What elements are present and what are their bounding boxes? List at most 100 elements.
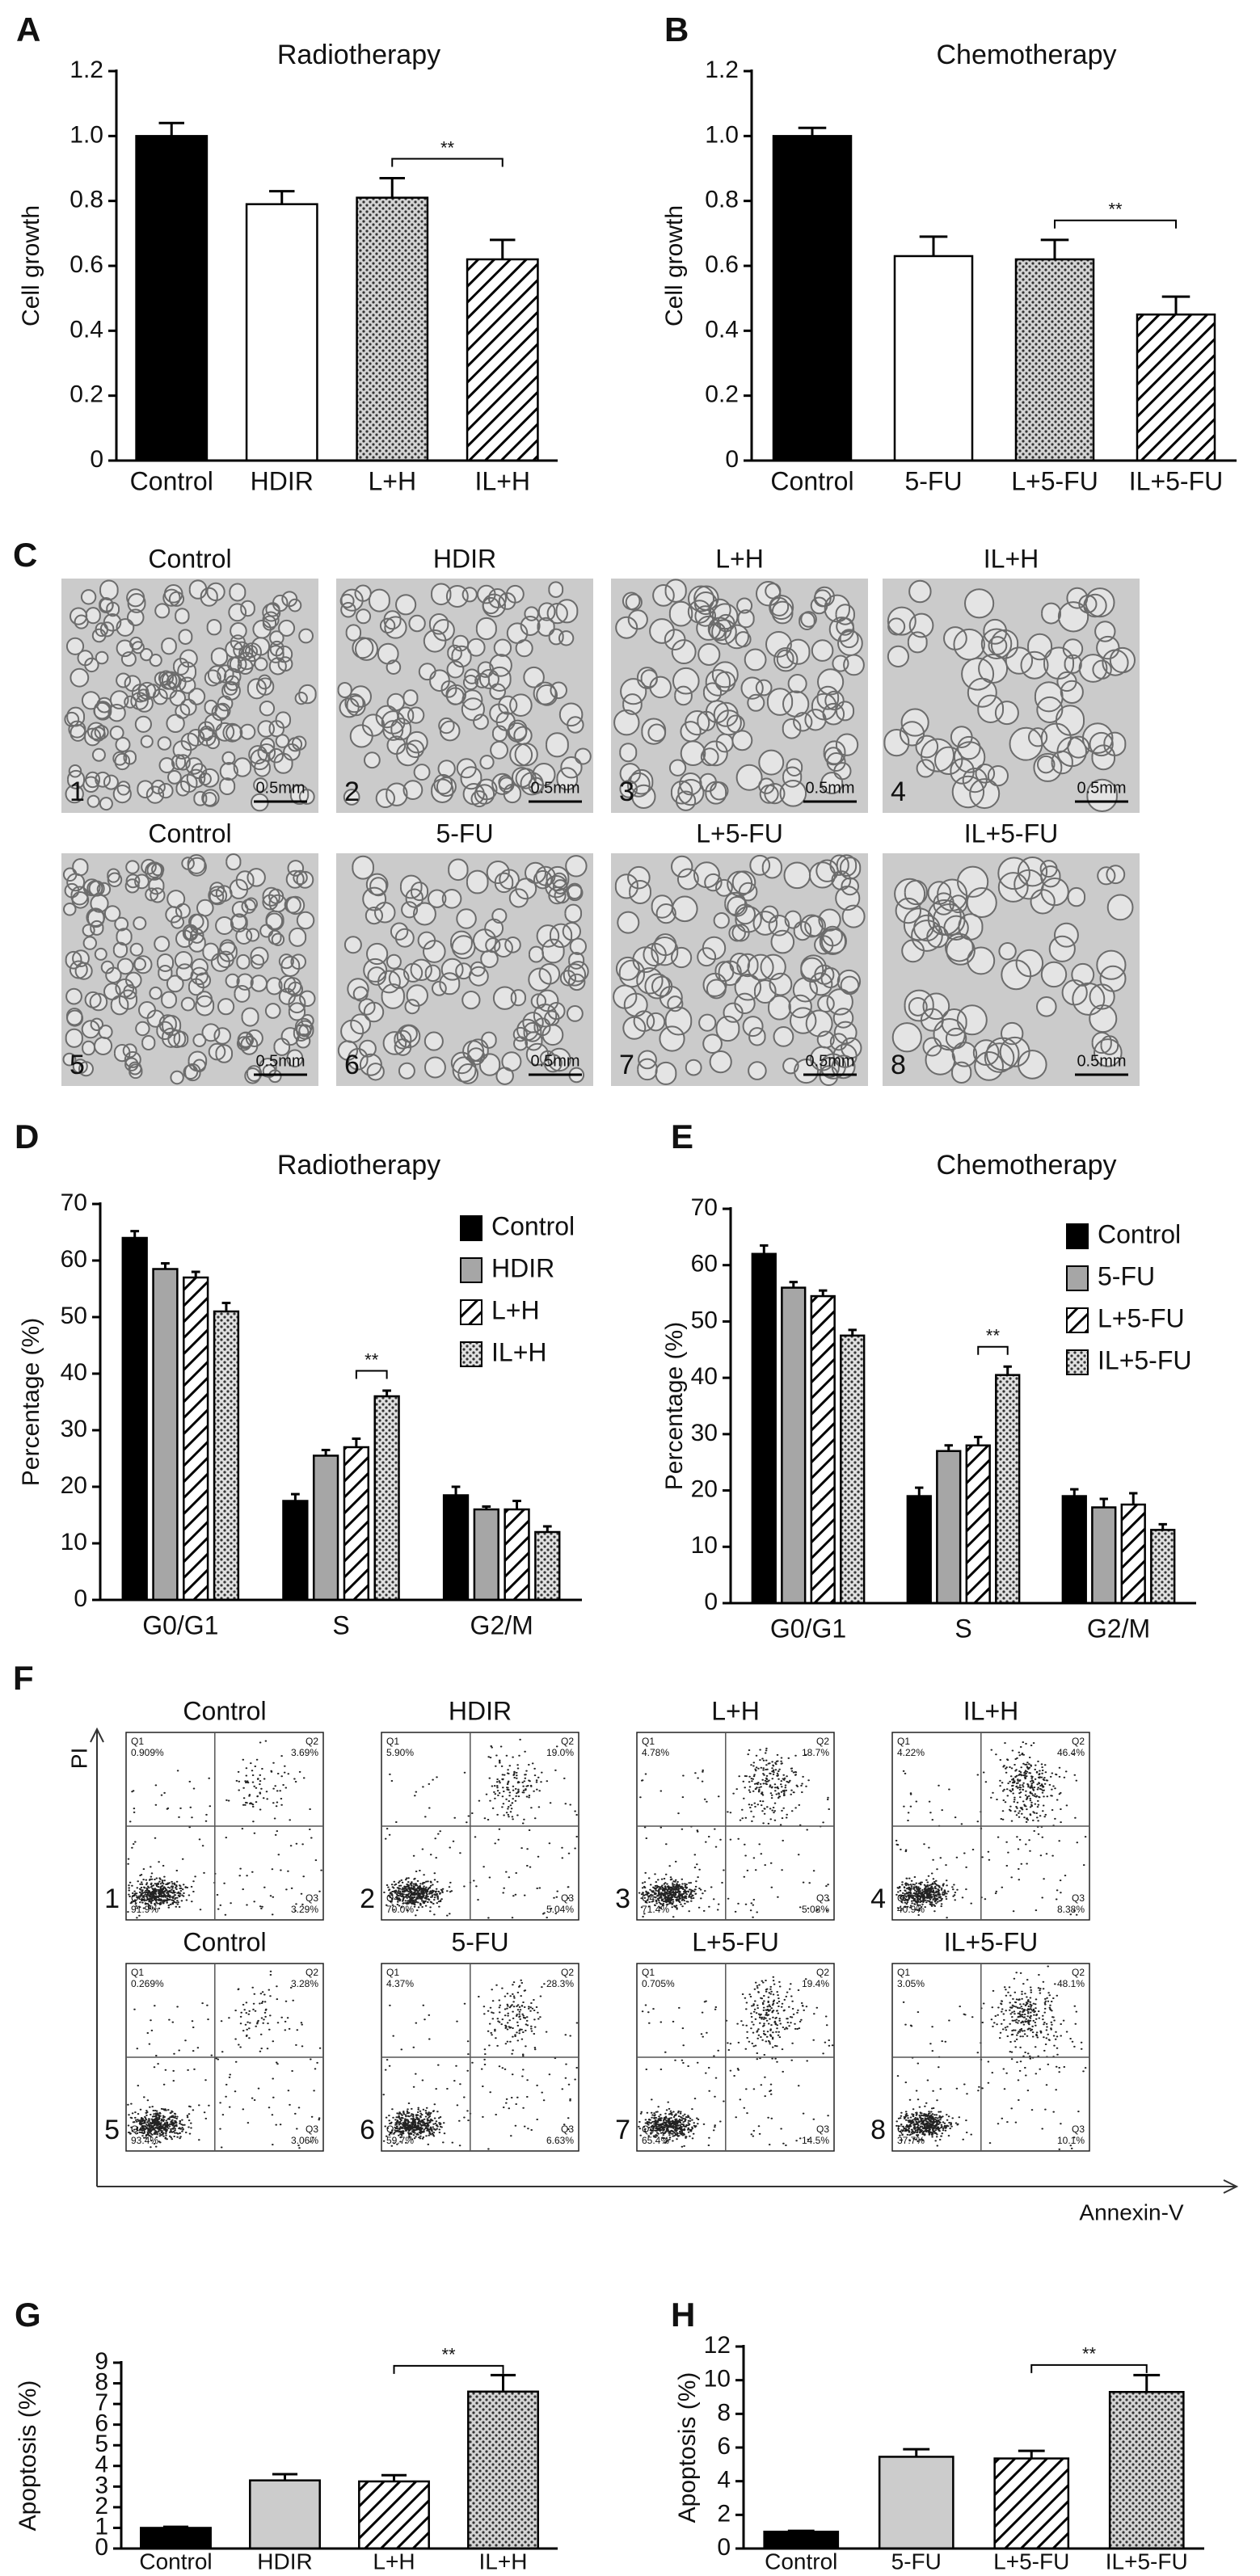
cell-texture xyxy=(337,855,589,1085)
y-tick-label: 20 xyxy=(61,1472,87,1499)
cell-texture xyxy=(891,857,1134,1084)
quadrant-percent: 19.0% xyxy=(546,1747,574,1758)
quadrant-percent: 5.90% xyxy=(386,1747,414,1758)
y-tick-label: 0.8 xyxy=(70,187,103,213)
scale-bar-label: 0.5mm xyxy=(805,1052,854,1070)
y-tick-label: 0 xyxy=(725,446,739,473)
x-tick-label: L+H xyxy=(368,466,416,495)
panel-label: H xyxy=(671,2296,695,2334)
error-bar xyxy=(1133,2373,1161,2393)
micrograph-panel: C Control 1 0.5mm HDIR 2 0.5mm L+H 3 0.5mm IL+H 4 0.… xyxy=(13,536,1140,1087)
quadrant-name: Q2 xyxy=(816,1736,829,1747)
bar xyxy=(893,255,974,462)
error-bar xyxy=(352,1437,361,1447)
significance-bracket xyxy=(1030,2363,1148,2373)
image-label: L+5-FU xyxy=(696,819,783,848)
quadrant-name: Q4 xyxy=(131,1892,144,1904)
legend-label: 5-FU xyxy=(1098,1261,1155,1290)
bar xyxy=(1091,1506,1117,1605)
quadrant-percent: 0.705% xyxy=(642,1978,675,1989)
image-label: Control xyxy=(148,819,231,848)
y-axis-label: Cell growth xyxy=(661,205,688,326)
error-bar xyxy=(269,190,295,204)
image-number: 1 xyxy=(70,777,85,807)
bar xyxy=(282,1500,309,1602)
y-tick-label: 0.4 xyxy=(70,316,103,343)
quadrant-name: Q1 xyxy=(386,1736,399,1747)
error-bar xyxy=(490,238,516,259)
y-tick-label: 1.0 xyxy=(705,121,739,148)
x-arrow xyxy=(97,2179,1239,2194)
y-tick-label: 1 xyxy=(95,2513,108,2540)
bar xyxy=(135,135,209,462)
event-dots xyxy=(895,1965,1087,2150)
panel-label: G xyxy=(15,2296,41,2334)
x-tick-label: IL+5-FU xyxy=(1129,466,1223,495)
error-bar xyxy=(542,1525,552,1532)
plot-label: L+5-FU xyxy=(692,1927,779,1956)
quadrant-name: Q2 xyxy=(306,1967,318,1978)
y-tick-label: 10 xyxy=(61,1529,87,1555)
quadrant-name: Q3 xyxy=(816,1892,829,1904)
y-axis-label: Percentage (%) xyxy=(661,1322,688,1490)
quadrant-percent: 93.4% xyxy=(131,2135,158,2146)
quadrant-percent: 91.9% xyxy=(131,1904,158,1915)
error-bar xyxy=(272,2473,298,2481)
significance-bracket xyxy=(391,158,504,167)
legend-swatch xyxy=(1066,1223,1089,1249)
x-tick-label: S xyxy=(332,1610,349,1639)
quadrant-name: Q3 xyxy=(561,2124,574,2135)
legend-label: IL+H xyxy=(491,1337,546,1366)
cell-texture xyxy=(613,854,866,1087)
significance-bracket xyxy=(355,1370,388,1379)
bar xyxy=(772,135,853,462)
y-tick-label: 5 xyxy=(95,2431,108,2457)
legend-swatch xyxy=(1066,1307,1089,1333)
y-tick-label: 9 xyxy=(95,2348,108,2375)
quadrant-percent: 3.28% xyxy=(291,1978,318,1989)
bar xyxy=(121,1236,148,1602)
bar xyxy=(936,1450,962,1605)
chart-panel: E Chemotherapy Percentage (%) 0 10 20 30 40 50 60… xyxy=(661,1118,1196,1643)
quadrant-name: Q2 xyxy=(561,1967,574,1978)
x-tick-label: Control xyxy=(139,2549,212,2574)
error-bar xyxy=(381,2473,407,2481)
panel-label: D xyxy=(15,1118,39,1155)
x-tick-label: L+5-FU xyxy=(993,2549,1069,2574)
error-bar xyxy=(974,1435,983,1446)
plot-number: 8 xyxy=(870,2115,886,2145)
quadrant-name: Q3 xyxy=(306,2124,318,2135)
y-axis-label: Percentage (%) xyxy=(18,1318,44,1486)
y-tick-label: 1.0 xyxy=(70,121,103,148)
legend-label: L+5-FU xyxy=(1098,1303,1185,1332)
image-number: 5 xyxy=(70,1050,85,1080)
bar xyxy=(781,1286,807,1605)
quadrant-name: Q1 xyxy=(897,1967,910,1978)
chart-title: Chemotherapy xyxy=(936,1150,1116,1181)
y-tick-label: 10 xyxy=(704,2366,731,2393)
significance-label: ** xyxy=(1108,200,1123,220)
quadrant-name: Q3 xyxy=(816,2124,829,2135)
error-bar xyxy=(1099,1497,1108,1508)
legend-swatch xyxy=(1066,1265,1089,1291)
image-label: IL+5-FU xyxy=(964,819,1058,848)
error-bar xyxy=(221,1302,231,1311)
bar xyxy=(343,1446,370,1602)
error-bar xyxy=(191,1270,200,1277)
flow-panel: FPIAnnexin-VControlQ10.909%Q23.69%Q33.29… xyxy=(13,1659,1239,2225)
image-number: 4 xyxy=(891,777,906,807)
bar xyxy=(993,2457,1070,2550)
error-bar xyxy=(819,1289,828,1297)
error-bar xyxy=(798,126,827,137)
x-tick-label: Control xyxy=(770,466,853,495)
panel-label: C xyxy=(13,536,37,574)
quadrant-name: Q3 xyxy=(561,1892,574,1904)
x-tick-label: HDIR xyxy=(251,466,314,495)
image-number: 3 xyxy=(619,777,634,807)
y-tick-label: 0.8 xyxy=(705,187,739,213)
y-tick-label: 4 xyxy=(95,2452,108,2478)
y-arrow xyxy=(90,1727,104,2187)
bar xyxy=(1120,1503,1146,1605)
